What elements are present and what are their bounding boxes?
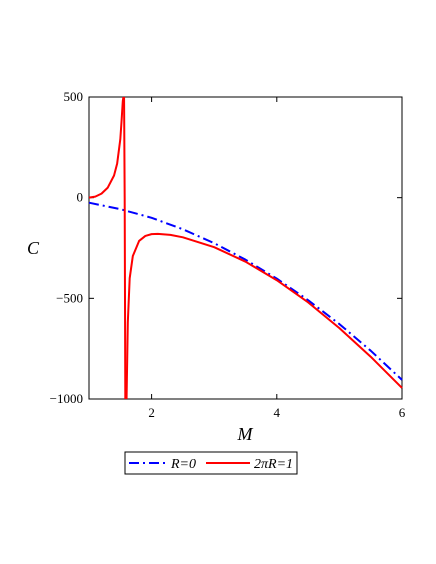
y-tick-label: 500 xyxy=(64,89,84,104)
series-line-1-segment-2 xyxy=(125,232,403,400)
y-tick-label: −500 xyxy=(56,290,83,305)
series-line-0-segment-0 xyxy=(88,201,403,381)
y-axis-label: C xyxy=(27,238,40,258)
y-tick-label: 0 xyxy=(77,190,84,205)
x-tick-label: 6 xyxy=(399,405,406,420)
x-axis-label: M xyxy=(237,424,254,444)
series-group xyxy=(88,96,403,400)
series-line-1-segment-1 xyxy=(123,96,127,400)
x-tick-label: 2 xyxy=(148,405,155,420)
plot-frame xyxy=(88,96,403,400)
y-tick-label: −1000 xyxy=(50,391,83,406)
legend: R=0 2πR=1 xyxy=(124,451,298,475)
legend-label-r0: R=0 xyxy=(170,457,196,472)
series-line-1-segment-0 xyxy=(88,96,125,199)
legend-label-2pir1: 2πR=1 xyxy=(254,457,293,472)
x-tick-label: 4 xyxy=(274,405,281,420)
